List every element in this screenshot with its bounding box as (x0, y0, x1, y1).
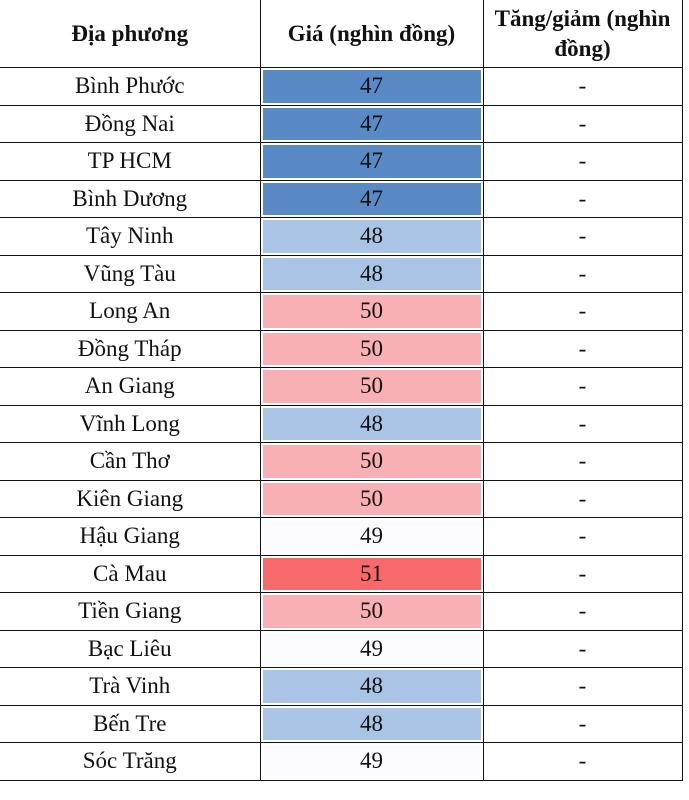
change-cell: - (482, 592, 683, 631)
change-cell: - (482, 667, 683, 706)
change-cell: - (482, 404, 683, 443)
location-cell: TP HCM (0, 142, 261, 181)
change-cell: - (482, 442, 683, 481)
change-cell: - (482, 742, 683, 781)
change-cell: - (482, 517, 683, 556)
location-cell: Bình Dương (0, 179, 261, 218)
table-row: Bình Dương 47- (0, 179, 683, 218)
header-row: Địa phương Giá (nghìn đồng) Tăng/giảm (n… (0, 0, 683, 68)
table-row: Long An 50- (0, 292, 683, 331)
location-cell: Trà Vinh (0, 667, 261, 706)
location-cell: Đồng Nai (0, 104, 261, 143)
price-cell: 48 (259, 704, 484, 743)
location-cell: Đồng Tháp (0, 329, 261, 368)
table-row: Kiên Giang 50- (0, 479, 683, 518)
price-table: Địa phương Giá (nghìn đồng) Tăng/giảm (n… (0, 0, 683, 781)
change-cell: - (482, 554, 683, 593)
table-row: Đồng Tháp 50- (0, 329, 683, 368)
location-cell: Tây Ninh (0, 217, 261, 256)
price-cell: 49 (259, 742, 484, 781)
price-cell: 48 (259, 404, 484, 443)
location-cell: Kiên Giang (0, 479, 261, 518)
location-cell: Sóc Trăng (0, 742, 261, 781)
price-cell: 47 (259, 67, 484, 106)
header-price: Giá (nghìn đồng) (259, 0, 484, 68)
price-cell: 47 (259, 179, 484, 218)
price-cell: 50 (259, 292, 484, 331)
change-cell: - (482, 367, 683, 406)
table-row: Cần Thơ 50- (0, 442, 683, 481)
price-cell: 50 (259, 592, 484, 631)
table-row: Cà Mau 51- (0, 554, 683, 593)
location-cell: Cà Mau (0, 554, 261, 593)
table-row: Vũng Tàu 48- (0, 254, 683, 293)
table-row: TP HCM 47- (0, 142, 683, 181)
table-row: Bình Phước 47- (0, 67, 683, 106)
change-cell: - (482, 479, 683, 518)
price-cell: 50 (259, 442, 484, 481)
price-cell: 47 (259, 104, 484, 143)
price-cell: 50 (259, 367, 484, 406)
location-cell: Bến Tre (0, 704, 261, 743)
table-row: Tiền Giang 50- (0, 592, 683, 631)
table-row: Vĩnh Long 48- (0, 404, 683, 443)
change-cell: - (482, 629, 683, 668)
table-row: Trà Vinh 48- (0, 667, 683, 706)
table-row: Sóc Trăng 49- (0, 742, 683, 781)
change-cell: - (482, 217, 683, 256)
change-cell: - (482, 142, 683, 181)
table-row: Bạc Liêu 49- (0, 629, 683, 668)
price-cell: 48 (259, 217, 484, 256)
header-location: Địa phương (0, 0, 261, 68)
table-row: Tây Ninh 48- (0, 217, 683, 256)
location-cell: Cần Thơ (0, 442, 261, 481)
change-cell: - (482, 179, 683, 218)
table-row: Đồng Nai 47- (0, 104, 683, 143)
table-row: Bến Tre 48- (0, 704, 683, 743)
table-row: Hậu Giang 49- (0, 517, 683, 556)
location-cell: Tiền Giang (0, 592, 261, 631)
location-cell: Hậu Giang (0, 517, 261, 556)
price-cell: 50 (259, 329, 484, 368)
change-cell: - (482, 704, 683, 743)
price-cell: 47 (259, 142, 484, 181)
change-cell: - (482, 292, 683, 331)
location-cell: Vũng Tàu (0, 254, 261, 293)
price-cell: 51 (259, 554, 484, 593)
change-cell: - (482, 254, 683, 293)
location-cell: Long An (0, 292, 261, 331)
price-cell: 49 (259, 517, 484, 556)
header-change: Tăng/giảm (nghìn đồng) (482, 0, 683, 68)
price-cell: 50 (259, 479, 484, 518)
change-cell: - (482, 67, 683, 106)
table-body: Bình Phước 47- Đồng Nai 47- TP HCM 47- Bình Dư… (0, 67, 683, 781)
location-cell: Bình Phước (0, 67, 261, 106)
location-cell: An Giang (0, 367, 261, 406)
change-cell: - (482, 329, 683, 368)
table-row: An Giang 50- (0, 367, 683, 406)
price-cell: 48 (259, 254, 484, 293)
price-cell: 49 (259, 629, 484, 668)
price-cell: 48 (259, 667, 484, 706)
location-cell: Bạc Liêu (0, 629, 261, 668)
location-cell: Vĩnh Long (0, 404, 261, 443)
change-cell: - (482, 104, 683, 143)
